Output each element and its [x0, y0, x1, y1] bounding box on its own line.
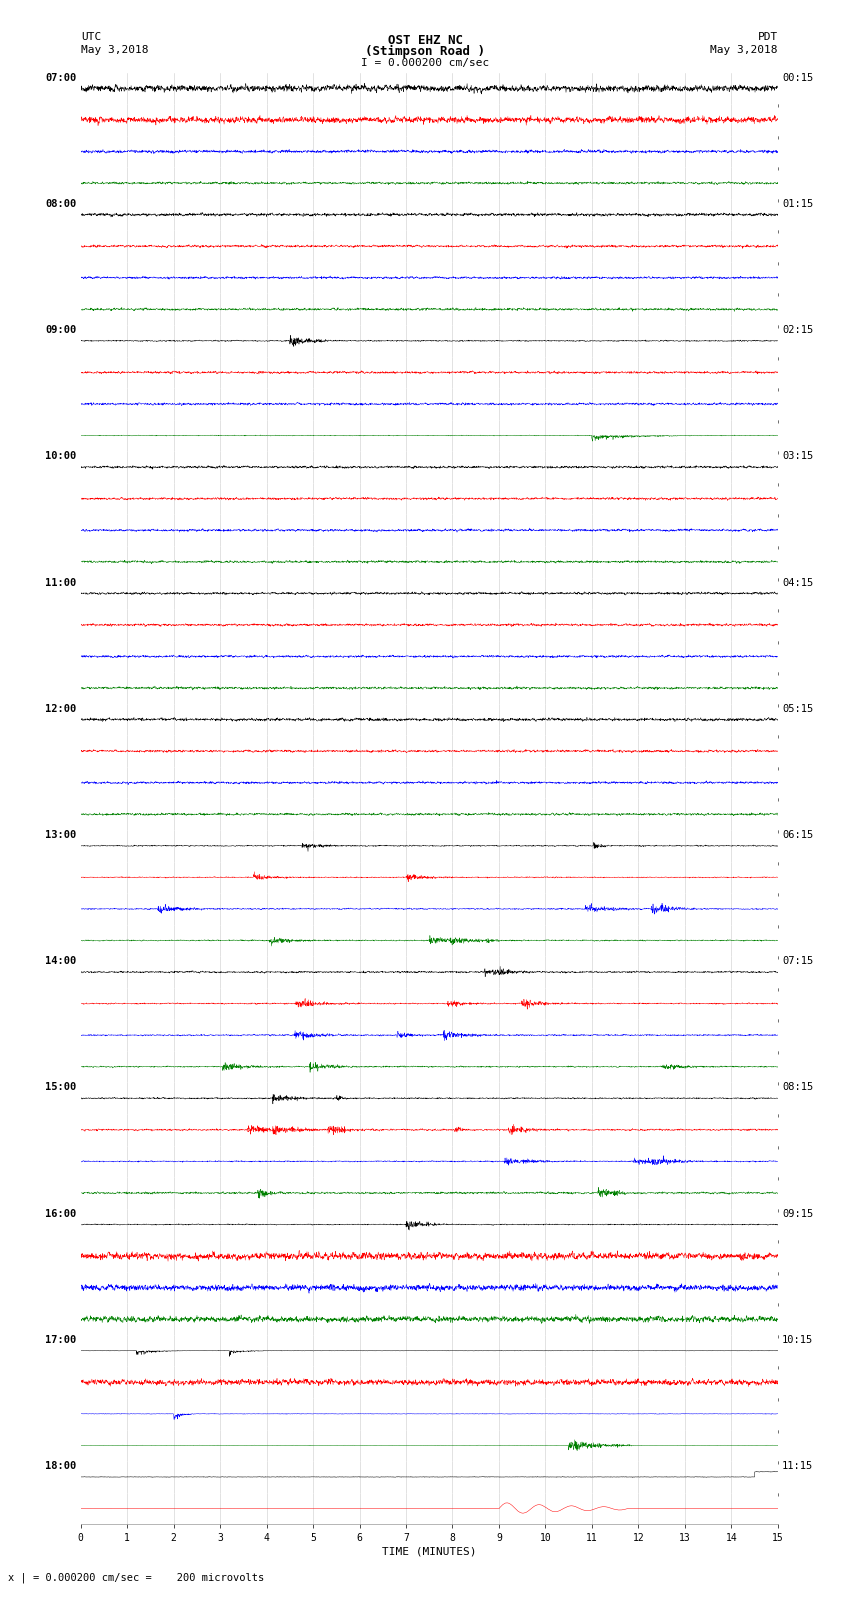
Text: 16:00: 16:00 — [45, 1208, 76, 1219]
Text: May 3,2018: May 3,2018 — [81, 45, 148, 55]
Text: I = 0.000200 cm/sec: I = 0.000200 cm/sec — [361, 58, 489, 68]
Text: 04:15: 04:15 — [782, 577, 813, 587]
Text: OST EHZ NC: OST EHZ NC — [388, 34, 462, 47]
Text: 15:00: 15:00 — [45, 1082, 76, 1092]
Text: UTC: UTC — [81, 32, 101, 42]
Text: 07:15: 07:15 — [782, 957, 813, 966]
Text: 18:00: 18:00 — [45, 1461, 76, 1471]
Text: (Stimpson Road ): (Stimpson Road ) — [365, 45, 485, 58]
Text: 11:00: 11:00 — [45, 577, 76, 587]
Text: 09:00: 09:00 — [45, 326, 76, 336]
Text: 00:15: 00:15 — [782, 73, 813, 82]
Text: 06:15: 06:15 — [782, 831, 813, 840]
Text: 07:00: 07:00 — [45, 73, 76, 82]
Text: 02:15: 02:15 — [782, 326, 813, 336]
Text: PDT: PDT — [757, 32, 778, 42]
Text: 11:15: 11:15 — [782, 1461, 813, 1471]
Text: 08:00: 08:00 — [45, 198, 76, 208]
Text: 17:00: 17:00 — [45, 1336, 76, 1345]
Text: 05:15: 05:15 — [782, 703, 813, 715]
X-axis label: TIME (MINUTES): TIME (MINUTES) — [382, 1547, 477, 1557]
Text: 08:15: 08:15 — [782, 1082, 813, 1092]
Text: 13:00: 13:00 — [45, 831, 76, 840]
Text: 09:15: 09:15 — [782, 1208, 813, 1219]
Text: 10:00: 10:00 — [45, 452, 76, 461]
Text: 14:00: 14:00 — [45, 957, 76, 966]
Text: 10:15: 10:15 — [782, 1336, 813, 1345]
Text: 03:15: 03:15 — [782, 452, 813, 461]
Text: 01:15: 01:15 — [782, 198, 813, 208]
Text: x | = 0.000200 cm/sec =    200 microvolts: x | = 0.000200 cm/sec = 200 microvolts — [8, 1573, 264, 1584]
Text: May 3,2018: May 3,2018 — [711, 45, 778, 55]
Text: 12:00: 12:00 — [45, 703, 76, 715]
